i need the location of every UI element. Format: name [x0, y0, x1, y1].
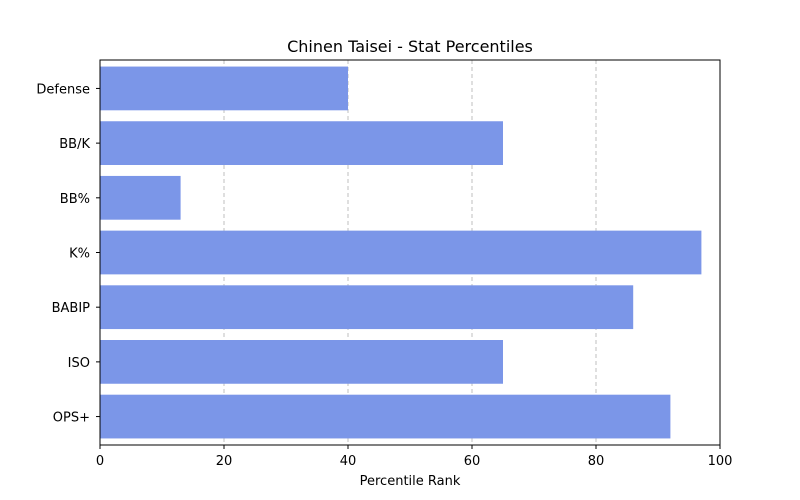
bar-iso — [100, 340, 503, 384]
y-tick-label: Defense — [36, 82, 90, 97]
bar-bb- — [100, 175, 181, 220]
bar-bb-k — [100, 121, 503, 165]
y-tick-label: K% — [69, 247, 90, 262]
x-tick-label: 40 — [340, 454, 357, 469]
x-tick-label: 20 — [216, 454, 233, 469]
y-tick-label: OPS+ — [53, 411, 90, 426]
y-axis-ticks: OPS+ ISO BABIP K% BB% BB/K Defense — [36, 82, 100, 426]
y-tick-label: BB/K — [59, 137, 90, 152]
bars — [100, 66, 702, 439]
y-tick-label: BABIP — [52, 301, 91, 316]
bar-babip — [100, 285, 634, 330]
x-tick-label: 80 — [588, 454, 605, 469]
bar-defense — [100, 66, 348, 111]
y-tick-label: ISO — [68, 356, 90, 371]
x-tick-label: 60 — [464, 454, 481, 469]
y-tick-label: BB% — [60, 192, 90, 207]
x-axis-ticks: 0 20 40 60 80 100 — [96, 445, 733, 469]
bar-k- — [100, 230, 702, 275]
bar-ops- — [100, 394, 671, 439]
chart-title: Chinen Taisei - Stat Percentiles — [287, 37, 533, 56]
x-tick-label: 100 — [708, 454, 733, 469]
x-tick-label: 0 — [96, 454, 104, 469]
x-axis-label: Percentile Rank — [360, 474, 461, 489]
